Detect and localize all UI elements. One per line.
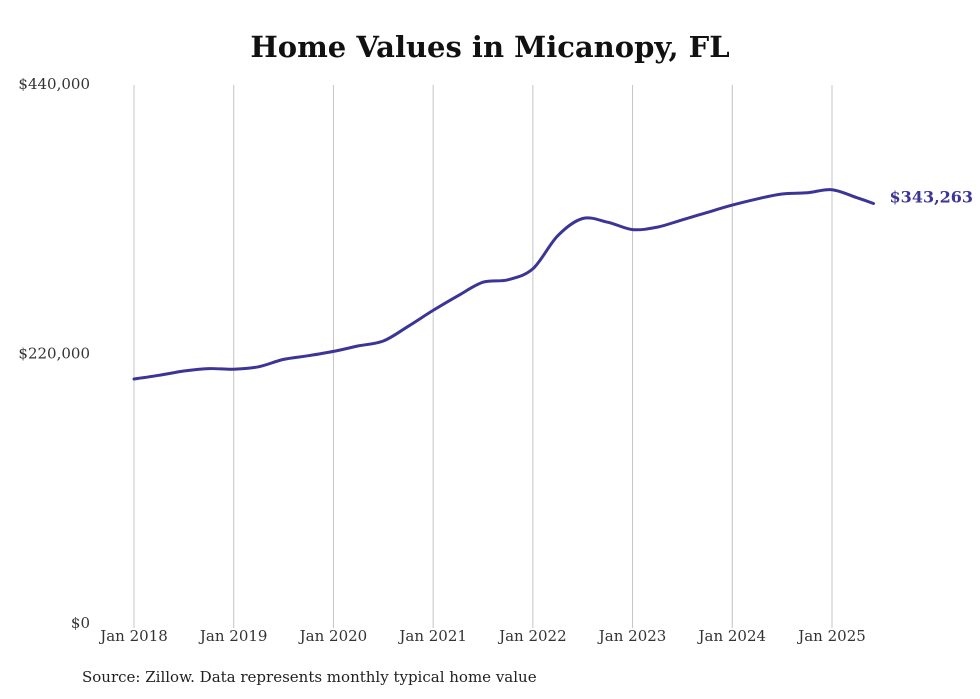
x-tick-label: Jan 2019 bbox=[198, 627, 268, 645]
x-tick-label: Jan 2020 bbox=[298, 627, 368, 645]
chart-title: Home Values in Micanopy, FL bbox=[250, 30, 730, 64]
x-tick-label: Jan 2024 bbox=[697, 627, 767, 645]
source-note: Source: Zillow. Data represents monthly … bbox=[82, 668, 537, 686]
x-tick-label: Jan 2025 bbox=[796, 627, 866, 645]
x-tick-label: Jan 2018 bbox=[98, 627, 168, 645]
series-layer bbox=[132, 188, 875, 381]
series-line bbox=[132, 188, 875, 381]
y-tick-label: $0 bbox=[71, 614, 90, 632]
x-tick-label: Jan 2023 bbox=[597, 627, 667, 645]
x-tick-label: Jan 2022 bbox=[497, 627, 567, 645]
end-label-layer: $343,263 bbox=[890, 188, 974, 207]
y-axis-labels: $440,000 $220,000 $0 bbox=[18, 75, 90, 632]
x-tick-label: Jan 2021 bbox=[397, 627, 467, 645]
y-tick-label: $440,000 bbox=[18, 75, 90, 93]
grid-lines bbox=[133, 85, 833, 628]
y-tick-label: $220,000 bbox=[18, 345, 90, 363]
end-value-label: $343,263 bbox=[890, 188, 974, 207]
x-axis-labels: Jan 2018 Jan 2019 Jan 2020 Jan 2021 Jan 2022… bbox=[98, 627, 866, 645]
